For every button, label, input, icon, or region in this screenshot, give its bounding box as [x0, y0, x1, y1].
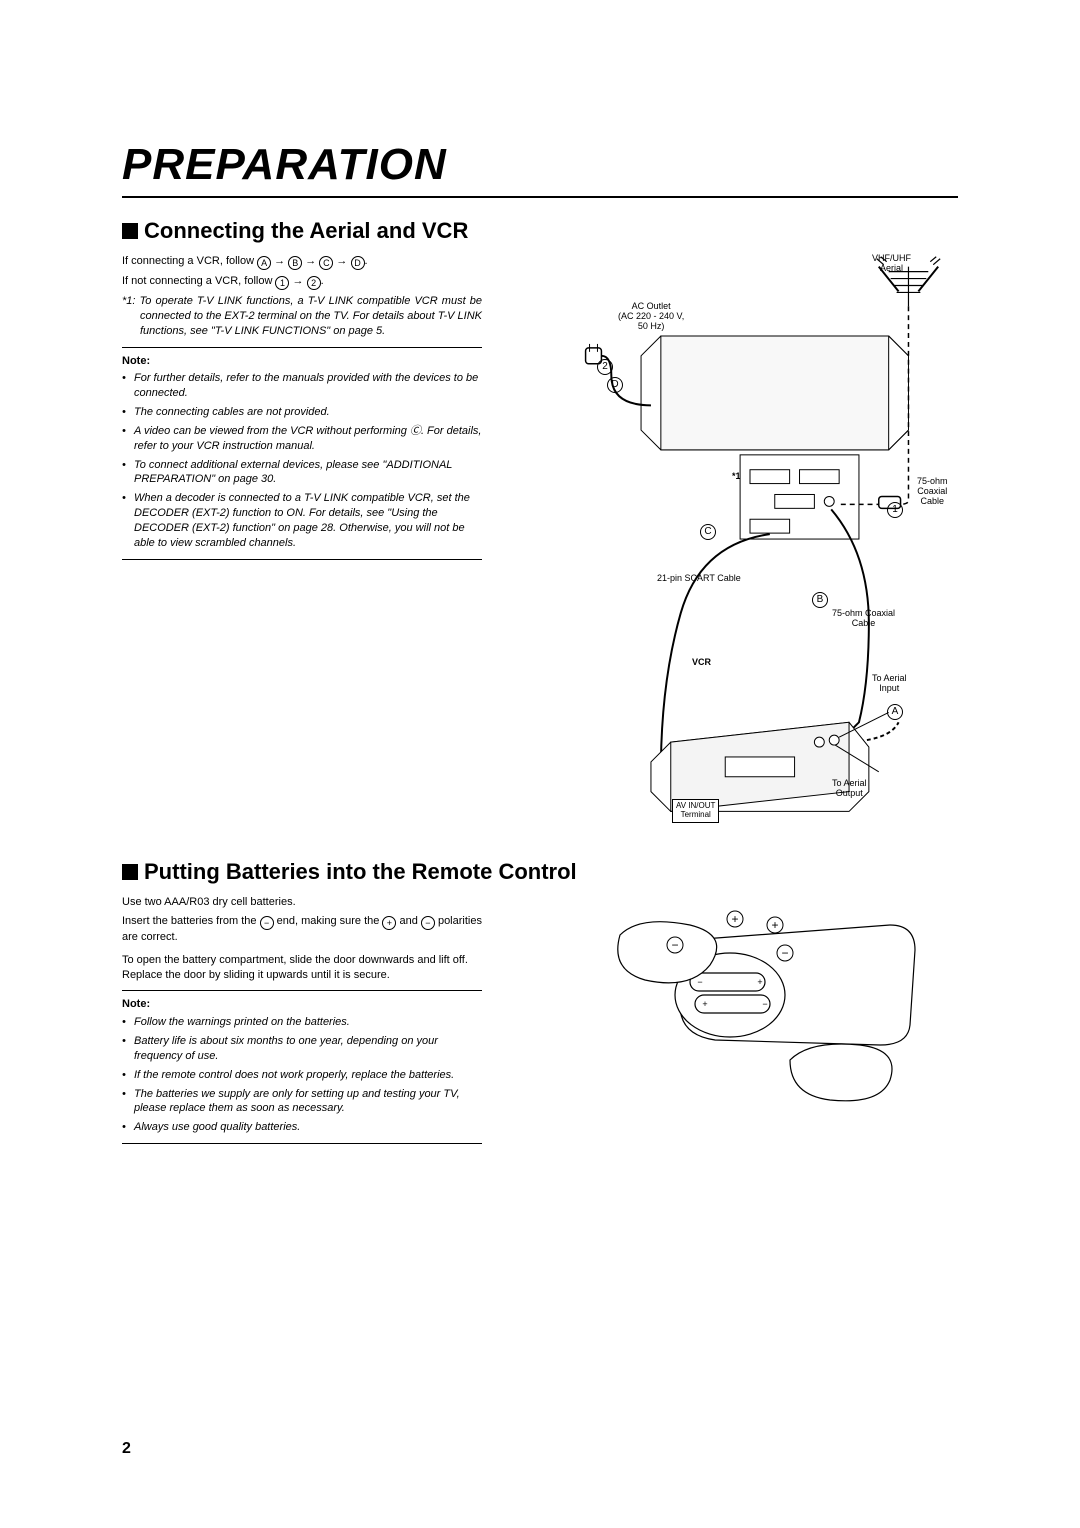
- intro-line-1: If connecting a VCR, follow A → B → C → …: [122, 254, 482, 270]
- section2: Putting Batteries into the Remote Contro…: [122, 859, 958, 1150]
- p2b: end, making sure the: [274, 915, 383, 927]
- plus-icon: +: [382, 916, 396, 930]
- notes-list-1: •For further details, refer to the manua…: [122, 371, 482, 550]
- section2-text-column: Use two AAA/R03 dry cell batteries. Inse…: [122, 895, 482, 1150]
- square-bullet-icon: [122, 223, 138, 239]
- note-item: •Battery life is about six months to one…: [122, 1034, 482, 1064]
- battery-p2: Insert the batteries from the − end, mak…: [122, 914, 482, 945]
- label-star1: *1: [732, 472, 741, 482]
- page-number: 2: [122, 1440, 131, 1458]
- p2a: Insert the batteries from the: [122, 915, 260, 927]
- circle-2-icon: 2: [307, 276, 321, 290]
- remote-battery-diagram: + + − − − + + −: [542, 895, 958, 1125]
- marker-C: C: [700, 524, 716, 540]
- label-vcr: VCR: [692, 658, 711, 668]
- svg-text:+: +: [757, 977, 762, 987]
- note-text: Battery life is about six months to one …: [134, 1034, 482, 1064]
- section1-columns: If connecting a VCR, follow A → B → C → …: [122, 254, 958, 839]
- intro-line-2: If not connecting a VCR, follow 1 → 2.: [122, 274, 482, 290]
- rule: [122, 347, 482, 348]
- page-title: PREPARATION: [122, 140, 958, 198]
- footnote-tvlink: *1: To operate T-V LINK functions, a T-V…: [122, 294, 482, 339]
- square-bullet-icon: [122, 864, 138, 880]
- circle-D-icon: D: [351, 256, 365, 270]
- label-aerial-in: To AerialInput: [872, 674, 907, 694]
- label-aerial-out: To AerialOutput: [832, 779, 867, 799]
- note-item: •Follow the warnings printed on the batt…: [122, 1015, 482, 1030]
- note-item: •A video can be viewed from the VCR with…: [122, 424, 482, 454]
- marker-B: B: [812, 592, 828, 608]
- note-text: To connect additional external devices, …: [134, 458, 482, 488]
- marker-D: D: [607, 377, 623, 393]
- circle-A-icon: A: [257, 256, 271, 270]
- label-vhf-aerial: VHF/UHFAerial: [872, 254, 911, 274]
- svg-text:+: +: [702, 999, 707, 1009]
- svg-text:−: −: [697, 977, 702, 987]
- section-heading-connecting: Connecting the Aerial and VCR: [122, 218, 958, 244]
- note-text: For further details, refer to the manual…: [134, 371, 482, 401]
- circle-1-icon: 1: [275, 276, 289, 290]
- svg-text:−: −: [671, 938, 678, 952]
- note-item: •The batteries we supply are only for se…: [122, 1087, 482, 1117]
- intro2b: .: [321, 275, 324, 287]
- note-text: If the remote control does not work prop…: [134, 1068, 454, 1083]
- notes-list-2: •Follow the warnings printed on the batt…: [122, 1015, 482, 1135]
- note-text: The batteries we supply are only for set…: [134, 1087, 482, 1117]
- note-item: •Always use good quality batteries.: [122, 1120, 482, 1135]
- label-coax-75-b: 75-ohm CoaxialCable: [832, 609, 895, 629]
- circle-C-icon: C: [319, 256, 333, 270]
- heading-text: Connecting the Aerial and VCR: [144, 218, 468, 243]
- note-item: •For further details, refer to the manua…: [122, 371, 482, 401]
- note-text: When a decoder is connected to a T-V LIN…: [134, 491, 482, 550]
- intro1a: If connecting a VCR, follow: [122, 255, 257, 267]
- label-coax-75: 75-ohmCoaxialCable: [917, 477, 948, 507]
- section1-diagram-column: AC Outlet(AC 220 - 240 V,50 Hz) VHF/UHFA…: [542, 254, 958, 839]
- note-label: Note:: [122, 354, 482, 369]
- note-item: •To connect additional external devices,…: [122, 458, 482, 488]
- intro2a: If not connecting a VCR, follow: [122, 275, 275, 287]
- note-item: •If the remote control does not work pro…: [122, 1068, 482, 1083]
- svg-text:−: −: [762, 999, 767, 1009]
- rule: [122, 990, 482, 991]
- rule: [122, 559, 482, 560]
- battery-p3: To open the battery compartment, slide t…: [122, 953, 482, 983]
- note-item: •When a decoder is connected to a T-V LI…: [122, 491, 482, 550]
- section1-text-column: If connecting a VCR, follow A → B → C → …: [122, 254, 482, 839]
- label-av-terminal: AV IN/OUTTerminal: [672, 799, 719, 823]
- minus-icon: −: [260, 916, 274, 930]
- connection-diagram: [542, 254, 958, 834]
- note-text: Always use good quality batteries.: [134, 1120, 300, 1135]
- battery-p1: Use two AAA/R03 dry cell batteries.: [122, 895, 482, 910]
- heading-text: Putting Batteries into the Remote Contro…: [144, 859, 577, 884]
- circle-B-icon: B: [288, 256, 302, 270]
- note-label-2: Note:: [122, 997, 482, 1012]
- p2c: and: [396, 915, 420, 927]
- section-heading-batteries: Putting Batteries into the Remote Contro…: [122, 859, 958, 885]
- label-scart: 21-pin SCART Cable: [657, 574, 741, 584]
- section2-diagram-column: + + − − − + + −: [542, 895, 958, 1150]
- marker-A: A: [887, 704, 903, 720]
- svg-text:+: +: [731, 912, 738, 926]
- svg-text:−: −: [781, 946, 788, 960]
- marker-1: 1: [887, 502, 903, 518]
- svg-text:+: +: [771, 918, 778, 932]
- note-text: The connecting cables are not provided.: [134, 405, 330, 420]
- note-item: •The connecting cables are not provided.: [122, 405, 482, 420]
- label-ac-outlet: AC Outlet(AC 220 - 240 V,50 Hz): [618, 302, 684, 332]
- marker-2: 2: [597, 359, 613, 375]
- rule: [122, 1143, 482, 1144]
- intro1b: .: [365, 255, 368, 267]
- note-text: Follow the warnings printed on the batte…: [134, 1015, 350, 1030]
- minus-icon: −: [421, 916, 435, 930]
- note-text: A video can be viewed from the VCR witho…: [134, 424, 482, 454]
